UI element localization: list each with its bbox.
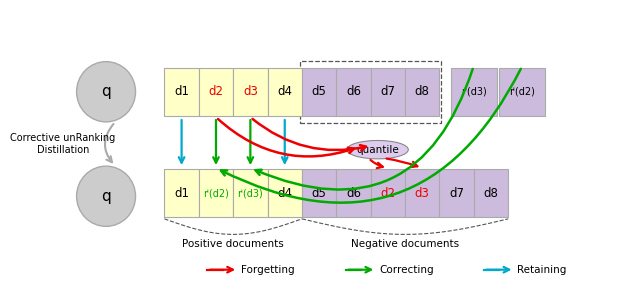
Text: Forgetting: Forgetting — [241, 265, 295, 275]
Ellipse shape — [77, 166, 136, 226]
Text: d2: d2 — [209, 85, 223, 98]
FancyBboxPatch shape — [302, 169, 337, 217]
FancyBboxPatch shape — [371, 169, 405, 217]
Text: d3: d3 — [415, 187, 429, 200]
FancyBboxPatch shape — [199, 68, 233, 116]
FancyBboxPatch shape — [405, 169, 440, 217]
Text: d7: d7 — [449, 187, 464, 200]
FancyBboxPatch shape — [268, 169, 302, 217]
FancyBboxPatch shape — [474, 169, 508, 217]
Text: Retaining: Retaining — [518, 265, 567, 275]
Ellipse shape — [77, 62, 136, 122]
FancyBboxPatch shape — [164, 68, 199, 116]
Text: d5: d5 — [312, 187, 326, 200]
FancyBboxPatch shape — [499, 68, 545, 116]
Text: d6: d6 — [346, 85, 361, 98]
Text: rⁱ(d2): rⁱ(d2) — [203, 188, 229, 198]
FancyBboxPatch shape — [337, 169, 371, 217]
Text: Positive documents: Positive documents — [182, 239, 284, 249]
FancyBboxPatch shape — [233, 169, 268, 217]
FancyBboxPatch shape — [268, 68, 302, 116]
FancyBboxPatch shape — [302, 68, 337, 116]
FancyBboxPatch shape — [337, 68, 371, 116]
Text: rⁱ(d2): rⁱ(d2) — [509, 87, 535, 97]
FancyBboxPatch shape — [371, 68, 405, 116]
Bar — [300, 61, 442, 123]
Text: q: q — [101, 189, 111, 204]
Text: d6: d6 — [346, 187, 361, 200]
Text: rⁱ(d3): rⁱ(d3) — [237, 188, 263, 198]
Text: d3: d3 — [243, 85, 258, 98]
Text: d5: d5 — [312, 85, 326, 98]
Ellipse shape — [347, 141, 408, 159]
Text: rⁱ(d3): rⁱ(d3) — [461, 87, 486, 97]
FancyBboxPatch shape — [164, 169, 199, 217]
Text: d8: d8 — [415, 85, 429, 98]
FancyBboxPatch shape — [451, 68, 497, 116]
Text: d1: d1 — [174, 85, 189, 98]
FancyBboxPatch shape — [440, 169, 474, 217]
Text: d4: d4 — [277, 187, 292, 200]
Text: d1: d1 — [174, 187, 189, 200]
Text: Negative documents: Negative documents — [351, 239, 459, 249]
Text: q: q — [101, 84, 111, 99]
FancyBboxPatch shape — [405, 68, 440, 116]
Text: d2: d2 — [380, 187, 396, 200]
Text: Correcting: Correcting — [380, 265, 434, 275]
FancyBboxPatch shape — [233, 68, 268, 116]
Text: Corrective unRanking
Distillation: Corrective unRanking Distillation — [10, 133, 116, 155]
Text: d4: d4 — [277, 85, 292, 98]
Text: d8: d8 — [484, 187, 499, 200]
FancyBboxPatch shape — [199, 169, 233, 217]
Text: quantile: quantile — [356, 145, 399, 155]
Text: d7: d7 — [380, 85, 396, 98]
